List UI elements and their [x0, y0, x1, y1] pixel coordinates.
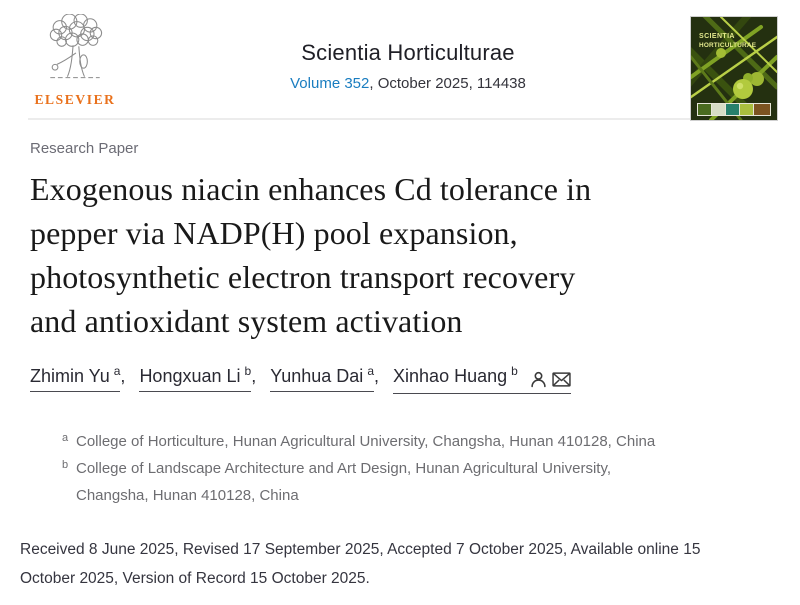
author-affiliation-sup: b — [244, 364, 252, 378]
affiliation-sup: b — [62, 459, 69, 471]
journal-title-block: Scientia Horticulturae Volume 352, Octob… — [126, 14, 690, 92]
cover-title-line2: HORTICULTURAE — [699, 42, 757, 49]
journal-title-link[interactable]: Scientia Horticulturae — [301, 40, 515, 65]
article-header-section: Research Paper Exogenous niacin enhances… — [0, 140, 800, 593]
person-icon — [531, 371, 546, 387]
envelope-icon — [552, 372, 571, 387]
article-title-line: photosynthetic electron transport recove… — [30, 259, 576, 295]
article-title-line: and antioxidant system activation — [30, 303, 463, 339]
author-link-yunhua-dai[interactable]: Yunhua Dai a — [270, 364, 374, 392]
author-separator: , — [120, 366, 126, 386]
dates-line: Received 8 June 2025, Revised 17 Septemb… — [20, 541, 701, 558]
volume-link[interactable]: Volume 352 — [290, 75, 370, 92]
article-title-line: pepper via NADP(H) pool expansion, — [30, 215, 518, 251]
affiliation-line: College of Landscape Architecture and Ar… — [76, 460, 612, 477]
author-separator: , — [374, 366, 380, 386]
journal-cover-thumbnail[interactable]: SCIENTIA HORTICULTURAE — [690, 16, 778, 121]
author-name: Yunhua Dai — [270, 366, 364, 386]
affiliation-line: Changsha, Hunan 410128, China — [76, 487, 299, 504]
author-icon-group — [525, 368, 571, 389]
article-dates: Received 8 June 2025, Revised 17 Septemb… — [20, 535, 770, 593]
author-link-xinhao-huang[interactable]: Xinhao Huang b — [393, 364, 571, 394]
author-separator: , — [251, 366, 257, 386]
affiliation-line: College of Horticulture, Hunan Agricultu… — [76, 433, 656, 450]
author-name: Xinhao Huang — [393, 366, 508, 386]
header-divider — [28, 118, 772, 120]
affiliation-text: College of Landscape Architecture and Ar… — [76, 455, 611, 509]
elsevier-wordmark: ELSEVIER — [34, 92, 116, 107]
author-affiliation-sup: b — [511, 364, 518, 378]
author-affiliation-sup: a — [367, 364, 374, 378]
article-title-line: Exogenous niacin enhances Cd tolerance i… — [30, 171, 592, 207]
affiliation-list: a College of Horticulture, Hunan Agricul… — [62, 428, 770, 509]
issue-date-article-number: , October 2025, 114438 — [369, 75, 526, 92]
affiliation-text: College of Horticulture, Hunan Agricultu… — [76, 428, 655, 455]
affiliation-item: b College of Landscape Architecture and … — [62, 455, 770, 509]
article-title: Exogenous niacin enhances Cd tolerance i… — [30, 167, 770, 343]
elsevier-logo[interactable]: ELSEVIER — [24, 14, 126, 108]
journal-cover-block: SCIENTIA HORTICULTURAE — [690, 14, 788, 121]
affiliation-item: a College of Horticulture, Hunan Agricul… — [62, 428, 770, 455]
article-type-label: Research Paper — [30, 140, 139, 157]
affiliation-sup: a — [62, 432, 69, 444]
elsevier-tree-icon — [49, 14, 103, 79]
author-name: Hongxuan Li — [139, 366, 241, 386]
author-affiliation-sup: a — [113, 364, 121, 378]
author-link-zhimin-yu[interactable]: Zhimin Yu a — [30, 364, 121, 392]
author-list: Zhimin Yu a, Hongxuan Li b, Yunhua Dai a, X… — [30, 364, 770, 394]
volume-issue-line: Volume 352, October 2025, 114438 — [126, 75, 690, 92]
author-link-hongxuan-li[interactable]: Hongxuan Li b — [139, 364, 252, 392]
cover-title-line1: SCIENTIA — [699, 33, 735, 40]
journal-header: ELSEVIER Scientia Horticulturae Volume 3… — [0, 0, 800, 121]
author-name: Zhimin Yu — [30, 366, 110, 386]
dates-line: October 2025, Version of Record 15 Octob… — [20, 570, 370, 587]
